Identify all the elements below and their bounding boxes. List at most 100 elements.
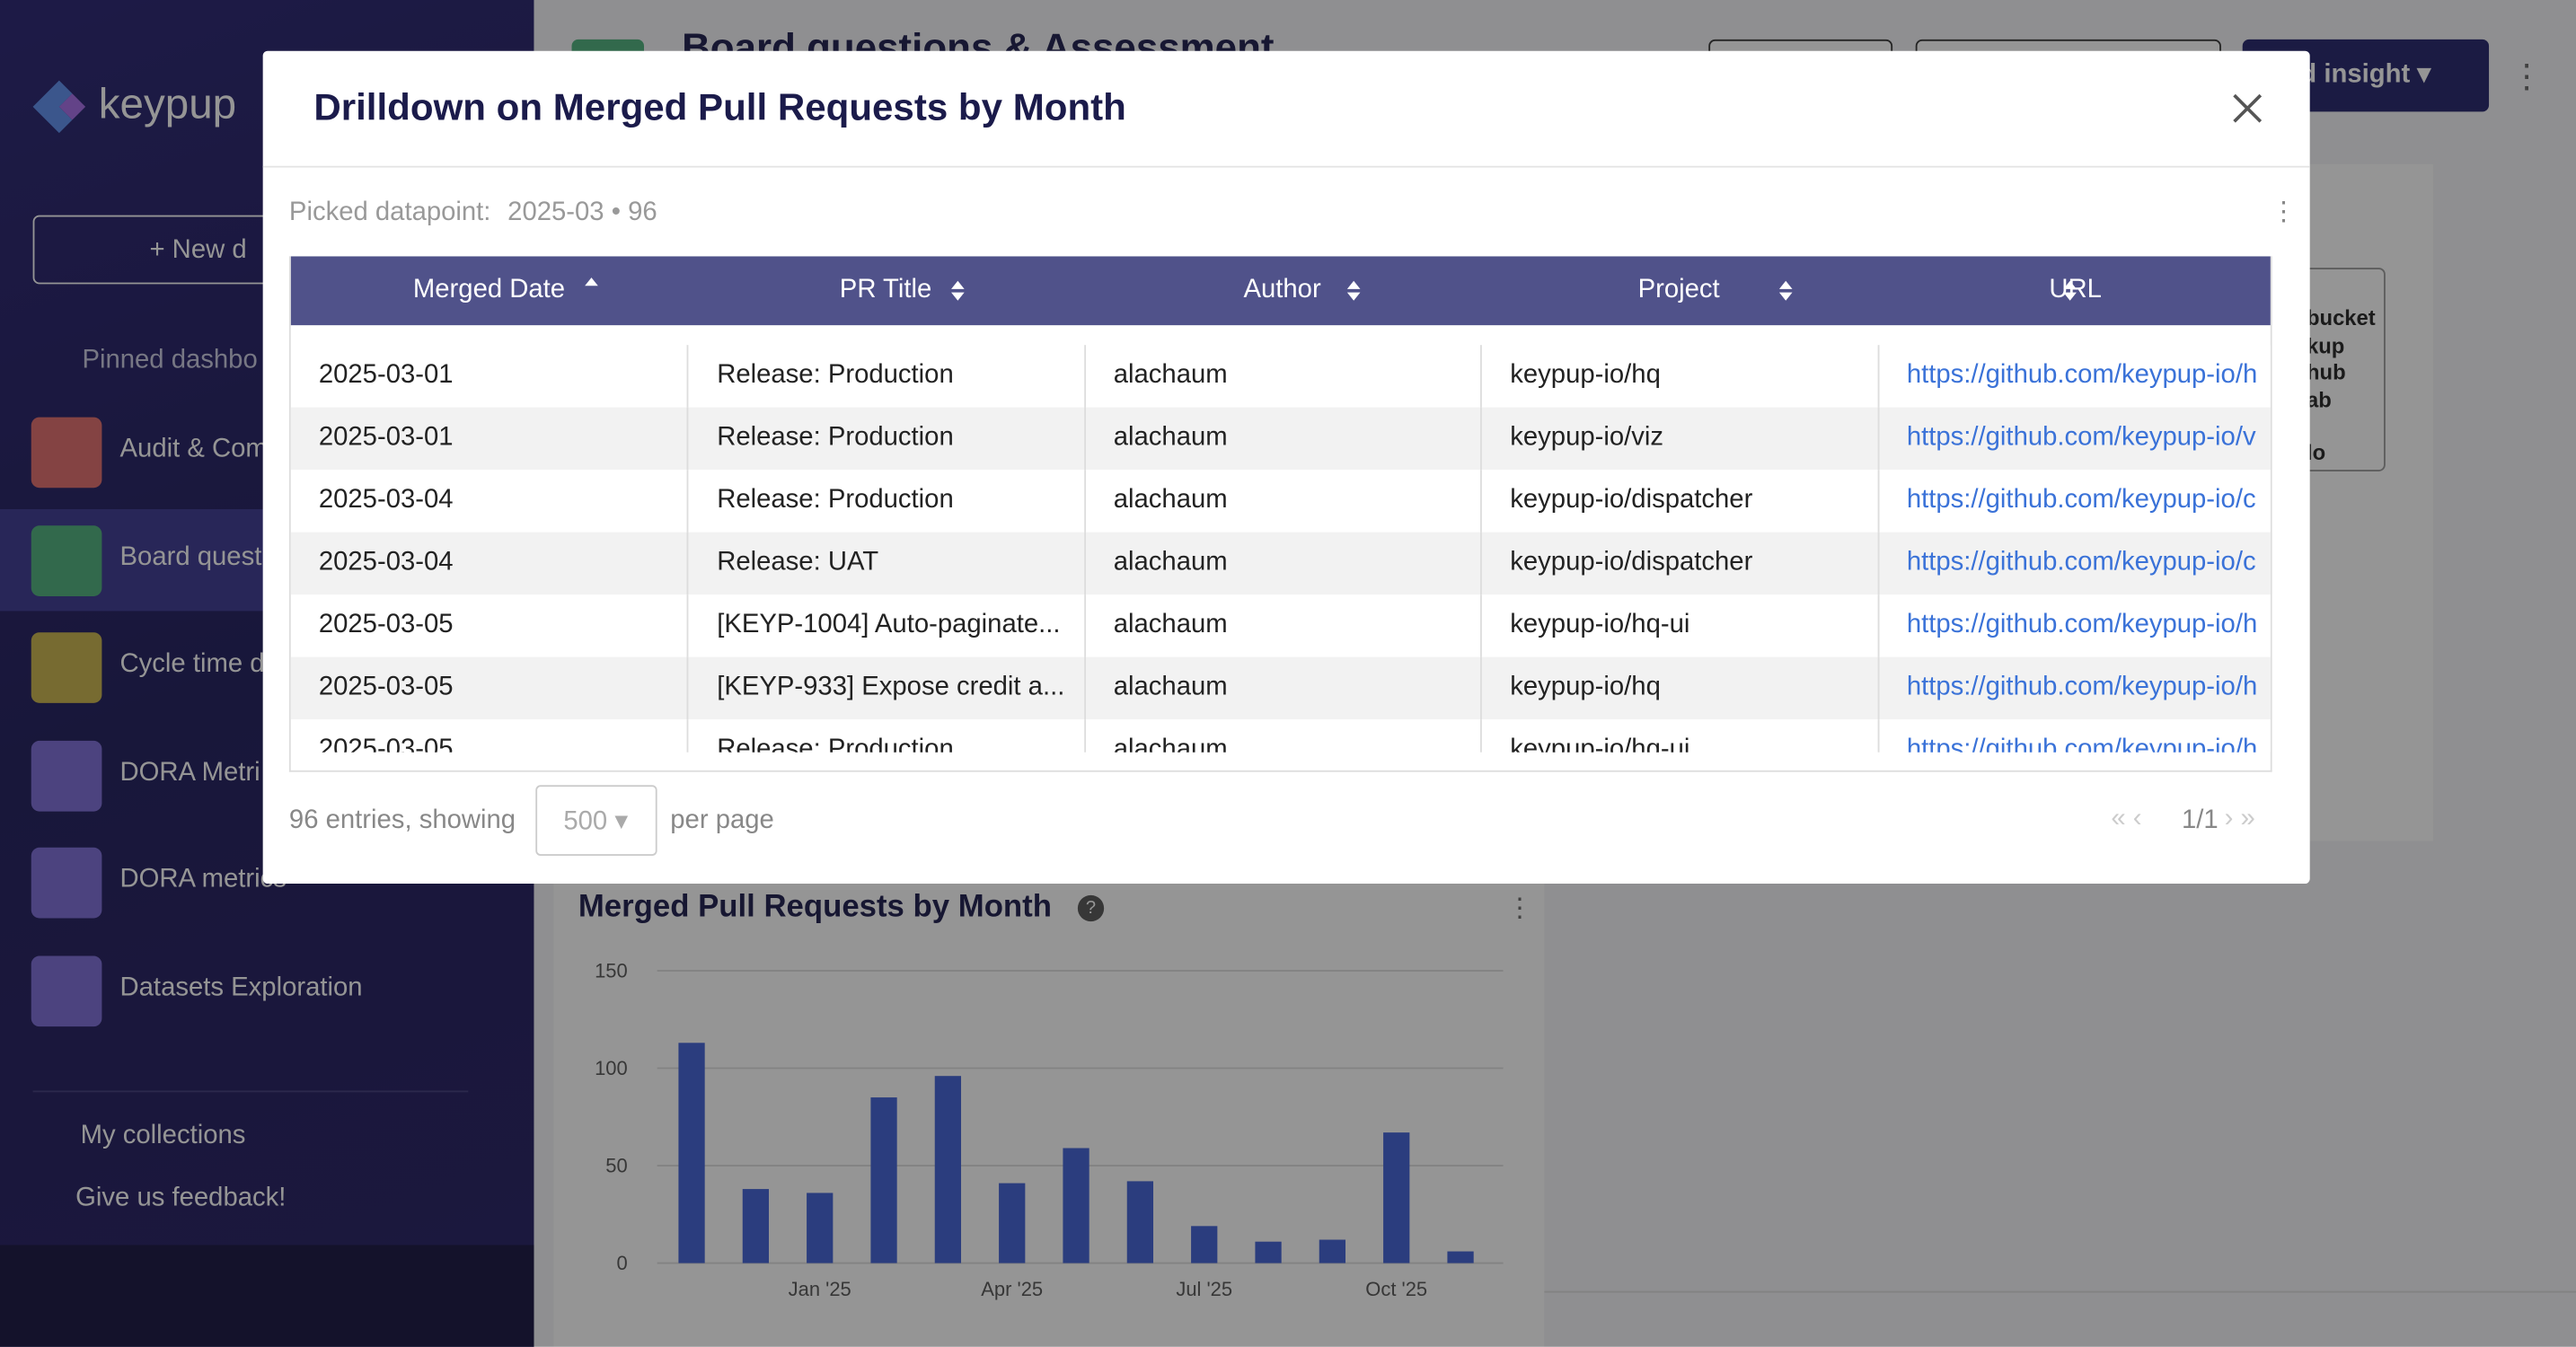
kebab[interactable]: ⋮ <box>2270 198 2298 227</box>
pagination-prev[interactable]: « ‹ <box>2111 805 2142 833</box>
sidebar-item[interactable]: Audit & Com <box>0 401 534 502</box>
table-cell: keypup-io/hq-ui <box>1480 594 1864 657</box>
table-body: 2025-03-01 Release: Production alachaum key… <box>290 345 2271 753</box>
table-cell: Release: Production <box>687 407 1071 471</box>
url-link[interactable]: https://github.com/keypup-io/h <box>1876 594 2261 657</box>
table-cell: alachaum <box>1083 345 1468 408</box>
bar <box>1126 1181 1154 1263</box>
table-cell: 2025-03-01 <box>318 361 454 390</box>
table-cell: 2025-03-05 <box>318 611 454 639</box>
plus: + <box>149 236 172 265</box>
sort-arrow <box>1779 280 1793 301</box>
sort-arrow <box>585 277 598 286</box>
url-link[interactable]: https://github.com/keypup-io/h <box>1876 656 2261 720</box>
column-header[interactable]: Project <box>1637 276 1720 304</box>
bar <box>870 1097 897 1263</box>
column-header[interactable]: Author <box>1243 276 1321 304</box>
sort-icon <box>1346 280 1361 301</box>
kebab[interactable]: ⋮ <box>1506 894 1533 923</box>
card-line: kup <box>2307 332 2345 357</box>
y-tick-label: 50 <box>605 1154 627 1176</box>
item-icon <box>31 417 102 489</box>
column-header[interactable]: PR Title <box>839 276 932 304</box>
item-icon <box>31 847 102 919</box>
picked-value: 2025-03 • 96 <box>507 198 657 227</box>
item-icon <box>31 632 102 703</box>
table-cell: keypup-io/dispatcher <box>1480 532 1864 595</box>
url-link[interactable]: https://github.com/keypup-io/v <box>1876 407 2261 471</box>
column-header[interactable]: URL <box>2049 276 2102 304</box>
table-cell: alachaum <box>1083 470 1468 533</box>
bar <box>999 1183 1026 1263</box>
pinned-label: Pinned dashbo <box>82 346 258 375</box>
select-value: 500 <box>563 807 608 837</box>
y-tick-label: 100 <box>595 1057 628 1079</box>
x-tick-label: Jan '25 <box>789 1278 851 1300</box>
table: Merged Date PR Title Author Project URL 2025… <box>288 256 2272 772</box>
table-cell: [KEYP-1004] Auto-paginate... <box>687 594 1071 657</box>
table-cell: alachaum <box>1083 532 1468 595</box>
bar <box>807 1193 834 1263</box>
table-cell: alachaum <box>1083 719 1468 753</box>
url-link[interactable]: https://github.com/keypup-io/c <box>1876 532 2261 595</box>
table-cell: keypup-io/viz <box>1480 407 1864 471</box>
logo-text: keypup <box>98 78 237 128</box>
bar <box>1383 1132 1410 1263</box>
url-link[interactable]: https://github.com/keypup-io/c <box>1876 470 2261 533</box>
table-cell: Release: UAT <box>687 532 1071 595</box>
bar <box>1255 1241 1282 1263</box>
item-label: Datasets Exploration <box>119 973 363 1001</box>
sidebar-item[interactable]: DORA Metri <box>0 724 534 825</box>
sidebar-link[interactable]: My collections <box>80 1122 246 1150</box>
footer-area <box>1544 1290 2576 1347</box>
item-label: DORA metrics <box>119 865 287 894</box>
modal: Drilldown on Merged Pull Requests by Mon… <box>262 50 2310 885</box>
url-link[interactable]: https://github.com/keypup-io/h <box>1876 719 2261 753</box>
table-row: 2025-03-01 Release: Production alachaum key… <box>290 407 2271 471</box>
item-label: Board quest <box>119 542 262 571</box>
bar <box>1447 1251 1474 1263</box>
card-line: bucket <box>2307 305 2376 330</box>
sidebar-item[interactable]: DORA metrics <box>0 832 534 933</box>
sidebar-link[interactable]: Give us feedback! <box>75 1184 287 1212</box>
table-cell: 2025-03-05 <box>318 673 454 702</box>
per-page-text: per page <box>670 806 774 835</box>
page-size-select[interactable]: 500 ▾ <box>535 785 657 856</box>
bar <box>678 1043 705 1263</box>
sidebar-item[interactable]: Cycle time d <box>0 616 534 718</box>
table-cell: keypup-io/hq-ui <box>1480 719 1864 753</box>
table-cell: keypup-io/hq <box>1480 345 1864 408</box>
table-cell: 2025-03-04 <box>318 486 454 515</box>
kebab[interactable]: ⋮ <box>2510 58 2544 96</box>
x-tick-label: Oct '25 <box>1365 1278 1427 1300</box>
x-tick-label: Jul '25 <box>1176 1278 1232 1300</box>
bar <box>1319 1239 1346 1263</box>
url-link[interactable]: https://github.com/keypup-io/h <box>1876 345 2261 408</box>
picked-label: Picked datapoint: <box>288 198 491 227</box>
column-header[interactable]: Merged Date <box>412 276 566 304</box>
logo-icon <box>32 80 86 134</box>
pagination-next[interactable]: › » <box>2224 805 2255 833</box>
table-row: 2025-03-04 Release: UAT alachaum keypup-io/… <box>290 532 2271 595</box>
sort-icon <box>951 280 966 301</box>
card-line: ab <box>2307 386 2332 412</box>
pagination-status: 1/1 <box>2182 806 2219 835</box>
help-icon[interactable]: ? <box>1077 894 1105 922</box>
table-row: 2025-03-04 Release: Production alachaum key… <box>290 470 2271 533</box>
card-line: lo <box>2307 440 2326 465</box>
sort-arrow <box>2062 280 2077 301</box>
table-cell: keypup-io/dispatcher <box>1480 470 1864 533</box>
sidebar-item[interactable]: Datasets Exploration <box>0 938 534 1040</box>
table-cell: Release: Production <box>687 470 1071 533</box>
item-icon <box>31 740 102 811</box>
y-tick-label: 0 <box>617 1252 628 1274</box>
sort-arrow <box>951 280 966 301</box>
close-button[interactable] <box>2231 92 2264 125</box>
sort-icon <box>585 277 598 286</box>
table-cell: 2025-03-01 <box>318 423 454 452</box>
item-label: Cycle time d <box>119 650 265 679</box>
item-icon <box>31 955 102 1026</box>
